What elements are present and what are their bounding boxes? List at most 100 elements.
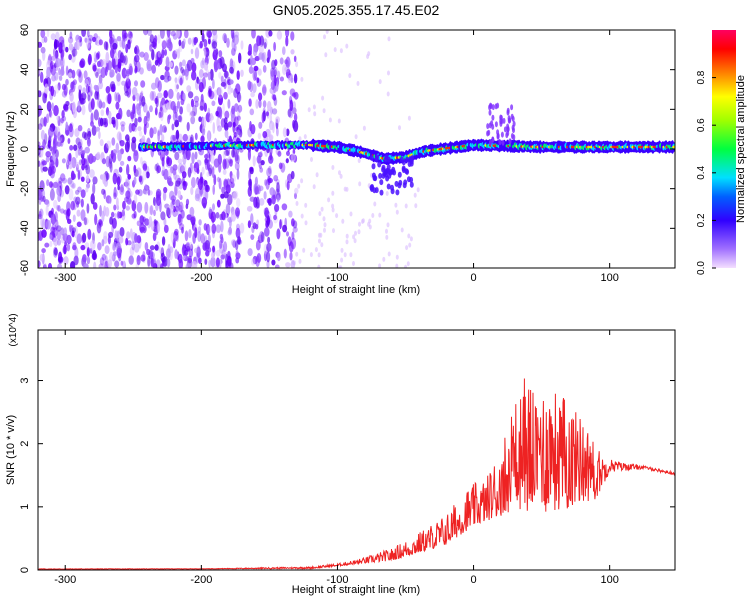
spectrogram-noise-mark bbox=[185, 148, 191, 161]
spectrogram-noise-mark bbox=[205, 223, 211, 236]
spectrogram-noise-mark bbox=[149, 105, 153, 113]
spectrogram-noise-mark bbox=[77, 186, 82, 193]
spectrogram-noise-mark bbox=[117, 185, 120, 191]
spectrogram-noise-mark bbox=[178, 204, 183, 213]
spectrogram-noise-mark bbox=[186, 103, 191, 113]
spectrogram-noise-mark bbox=[222, 158, 227, 170]
spectrogram-noise-mark bbox=[162, 191, 167, 202]
spectrogram-noise-mark bbox=[237, 108, 241, 119]
spectrogram-noise-mark bbox=[80, 176, 85, 182]
spectrogram-noise-mark bbox=[218, 72, 222, 79]
spectrogram-noise-mark bbox=[272, 122, 275, 134]
spectrogram-noise-mark bbox=[318, 238, 321, 244]
spectrogram-noise-mark bbox=[159, 100, 163, 112]
spectrogram-noise-mark bbox=[166, 248, 171, 259]
spectrogram-signal-mark bbox=[372, 187, 377, 194]
spectrogram-noise-mark bbox=[111, 223, 115, 234]
spectrogram-noise-mark bbox=[104, 245, 110, 255]
spectrogram-noise-mark bbox=[184, 230, 189, 242]
spectrogram-noise-mark bbox=[50, 85, 55, 97]
spectrogram-noise-mark bbox=[49, 188, 55, 201]
spectrogram-noise-mark bbox=[186, 121, 190, 132]
colorbar: 0.0 0.2 0.4 0.6 0.8 Normalized spectral ampl… bbox=[696, 30, 747, 275]
spectrogram-noise-mark bbox=[331, 165, 335, 170]
spectrogram-noise-mark bbox=[53, 105, 59, 117]
spectrogram-noise-mark bbox=[197, 178, 204, 191]
spectrogram-noise-mark bbox=[215, 249, 221, 257]
spectrogram-noise-mark bbox=[55, 225, 62, 232]
spectrogram-noise-mark bbox=[45, 204, 49, 216]
spectrogram-noise-mark bbox=[124, 90, 130, 97]
spectrogram-noise-mark bbox=[154, 97, 158, 105]
spectrogram-noise-mark bbox=[200, 135, 205, 143]
spectrogram-signal-mark bbox=[409, 181, 414, 188]
spectrogram-noise-mark bbox=[45, 219, 52, 230]
spectrogram-noise-mark bbox=[128, 122, 133, 133]
spectrogram-noise-mark bbox=[312, 184, 316, 190]
spectrogram-noise-mark bbox=[218, 162, 222, 173]
spectrogram-noise-mark bbox=[85, 187, 89, 193]
spectrogram-noise-mark bbox=[139, 226, 146, 232]
spectrogram-noise-mark bbox=[116, 176, 121, 187]
spectrogram-noise-mark bbox=[154, 35, 158, 43]
spectrogram-noise-mark bbox=[366, 54, 370, 59]
spectrogram-noise-mark bbox=[290, 170, 295, 180]
spectrogram-y-ticks: -60 -40 -20 0 20 40 60 bbox=[19, 24, 675, 276]
spectrogram-noise-mark bbox=[139, 67, 144, 75]
spectrogram-noise-mark bbox=[222, 103, 225, 115]
spectrogram-noise-mark bbox=[220, 220, 224, 233]
spectrogram-noise-mark bbox=[74, 247, 79, 259]
spectrogram-noise-mark bbox=[252, 83, 257, 94]
spectrogram-noise-mark bbox=[92, 176, 98, 185]
spectrogram-noise-mark bbox=[203, 48, 207, 57]
spectrogram-noise-mark bbox=[129, 246, 135, 256]
spectrogram-signal-mark bbox=[391, 166, 396, 173]
spectrogram-noise-mark bbox=[185, 263, 191, 268]
spectrogram-noise-mark bbox=[252, 47, 258, 57]
spectrogram-noise-mark bbox=[149, 44, 153, 52]
colorbar-ticks: 0.0 0.2 0.4 0.6 0.8 bbox=[696, 70, 716, 275]
spectrogram-noise-mark bbox=[215, 224, 222, 234]
spectrogram-noise-mark bbox=[279, 76, 284, 82]
spectrogram-noise-mark bbox=[87, 92, 92, 104]
spectrogram-signal-mark bbox=[494, 121, 498, 128]
spectrogram-noise-mark bbox=[198, 219, 202, 226]
spectrogram-signal-mark bbox=[379, 179, 384, 186]
spectrogram-noise-mark bbox=[275, 116, 280, 124]
spectrogram-noise-mark bbox=[212, 165, 216, 171]
spectrogram-noise-mark bbox=[160, 111, 164, 122]
spectrogram-noise-mark bbox=[119, 160, 125, 166]
spectrogram-signal-mark bbox=[386, 183, 391, 190]
spectrogram-noise-mark bbox=[224, 149, 230, 156]
spectrogram-signal-mark bbox=[510, 113, 514, 120]
spectrogram-noise-mark bbox=[290, 49, 295, 55]
spectrogram-noise-mark bbox=[54, 211, 58, 222]
spectrogram-noise-mark bbox=[126, 75, 130, 82]
spectrogram-noise-mark bbox=[315, 172, 319, 178]
spectrogram-noise-mark bbox=[371, 213, 375, 218]
spectrogram-signal-mark bbox=[491, 123, 495, 130]
spectrogram-noise-mark bbox=[378, 263, 382, 268]
spectrogram-noise-mark bbox=[203, 38, 208, 48]
spectrogram-noise-mark bbox=[55, 57, 61, 68]
spectrogram-noise-mark bbox=[174, 65, 179, 75]
spectrogram-noise-mark bbox=[115, 142, 120, 153]
spectrogram-noise-mark bbox=[191, 261, 198, 268]
spectrogram-noise-mark bbox=[149, 90, 155, 101]
spectrogram-signal-mark bbox=[397, 171, 402, 178]
spectrogram-noise-mark bbox=[133, 55, 137, 67]
spectrogram-noise-mark bbox=[142, 30, 149, 36]
spectrogram-noise-mark bbox=[231, 174, 236, 184]
spectrogram-noise-mark bbox=[276, 194, 280, 203]
spectrogram-noise-mark bbox=[303, 134, 307, 140]
x-tick-label: 100 bbox=[600, 272, 618, 284]
colorbar-label: Normalized spectral amplitude bbox=[735, 75, 747, 223]
spectrogram-noise-mark bbox=[221, 211, 226, 221]
spectrogram-noise-mark bbox=[49, 234, 53, 240]
spectrogram-noise-mark bbox=[116, 211, 121, 219]
spectrogram-noise-mark bbox=[231, 38, 236, 50]
spectrogram-noise-mark bbox=[157, 130, 161, 142]
spectrogram-noise-mark bbox=[252, 155, 256, 167]
spectrogram-noise-mark bbox=[76, 233, 82, 244]
